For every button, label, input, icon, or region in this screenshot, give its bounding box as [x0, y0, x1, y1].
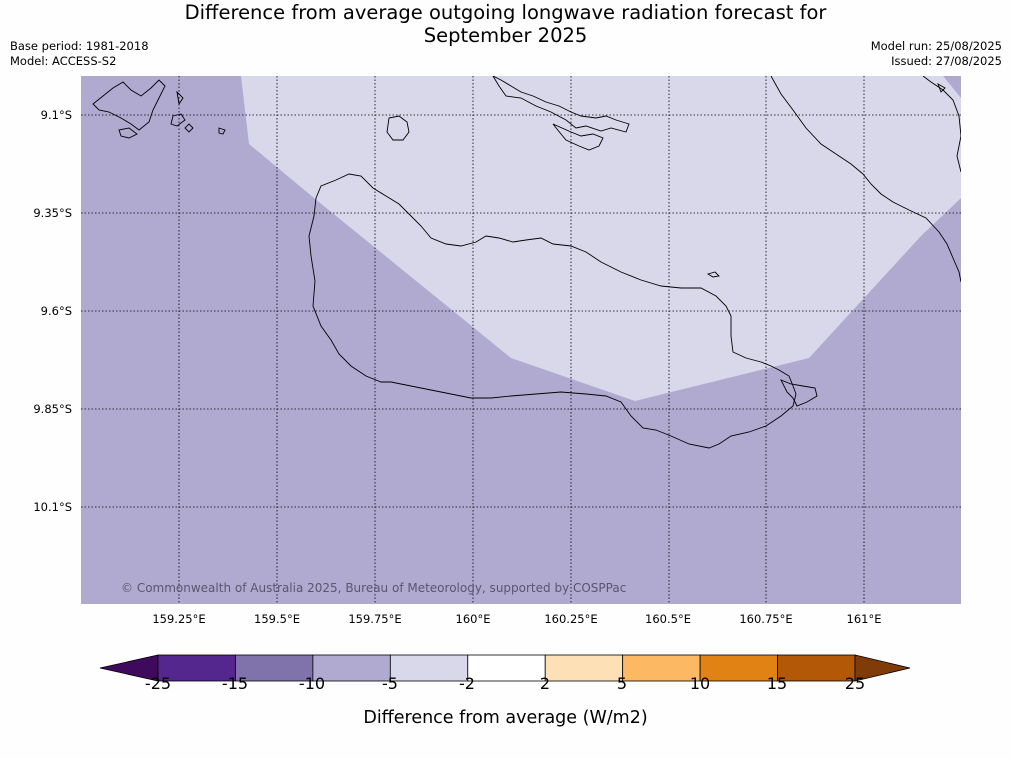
colorbar-segment [312, 654, 391, 682]
colorbar-tick: 5 [616, 674, 628, 693]
coast-russell-6 [184, 123, 194, 133]
colorbar-tick: 25 [844, 674, 866, 693]
meta-left: Base period: 1981-2018 Model: ACCESS-S2 [10, 39, 149, 69]
coast-malaita-east [922, 76, 961, 173]
lon-label: 159.75°E [348, 612, 402, 626]
lon-label: 160.5°E [645, 612, 691, 626]
lat-label: 9.85°S [33, 402, 72, 416]
coast-florida-islands-2 [552, 123, 604, 151]
coast-russell-5 [218, 127, 226, 135]
colorbar-extend-max [854, 654, 911, 682]
coast-marau [780, 379, 818, 407]
colorbar-segment [622, 654, 701, 682]
colorbar-segment [777, 654, 856, 682]
anomaly-region-light [241, 76, 961, 401]
colorbar-segment [157, 654, 236, 682]
colorbar-tick: -5 [382, 674, 398, 693]
coast-malaita [770, 76, 961, 283]
coastlines [92, 76, 961, 449]
coast-savo [386, 115, 410, 141]
coast-russell-3 [170, 113, 186, 127]
lon-label: 159.25°E [152, 612, 206, 626]
coast-malaita-islet [937, 82, 946, 93]
colorbar-tick: -25 [144, 674, 172, 693]
lat-label: 9.35°S [33, 206, 72, 220]
copyright-notice: © Commonwealth of Australia 2025, Bureau… [121, 581, 627, 595]
title-line-1: Difference from average outgoing longwav… [184, 1, 827, 24]
title-line-2: September 2025 [423, 24, 588, 47]
coast-florida-islands [492, 76, 630, 133]
lon-label: 159.5°E [254, 612, 300, 626]
colorbar-segment [467, 654, 546, 682]
coast-russell-2 [118, 127, 138, 139]
lat-label: 9.1°S [40, 108, 72, 122]
colorbar-tick: 15 [766, 674, 788, 693]
base-period: Base period: 1981-2018 [10, 39, 149, 53]
colorbar-tick: -2 [459, 674, 475, 693]
lat-label: 9.6°S [40, 304, 72, 318]
map-svg [81, 76, 961, 604]
lon-label: 160.25°E [544, 612, 598, 626]
map-panel: © Commonwealth of Australia 2025, Bureau… [81, 76, 961, 604]
model-name: Model: ACCESS-S2 [10, 54, 117, 68]
colorbar-title: Difference from average (W/m2) [363, 708, 648, 728]
lat-label: 10.1°S [33, 500, 72, 514]
coast-russell-islands [92, 79, 166, 131]
lon-label: 161°E [846, 612, 882, 626]
lon-label: 160.75°E [739, 612, 793, 626]
colorbar-tick: -10 [298, 674, 326, 693]
model-run: Model run: 25/08/2025 [870, 39, 1002, 53]
issued-date: Issued: 27/08/2025 [891, 54, 1002, 68]
colorbar-tick: 2 [539, 674, 551, 693]
coast-guadalcanal [308, 173, 797, 449]
colorbar-tick: 10 [689, 674, 711, 693]
graticule [81, 76, 961, 604]
meta-right: Model run: 25/08/2025 Issued: 27/08/2025 [871, 39, 1002, 69]
coast-russell-4 [176, 90, 184, 106]
lon-label: 160°E [455, 612, 491, 626]
map-title: Difference from average outgoing longwav… [0, 1, 1011, 47]
colorbar [99, 654, 911, 682]
colorbar-tick: -15 [221, 674, 249, 693]
coast-islet-1 [706, 271, 720, 278]
